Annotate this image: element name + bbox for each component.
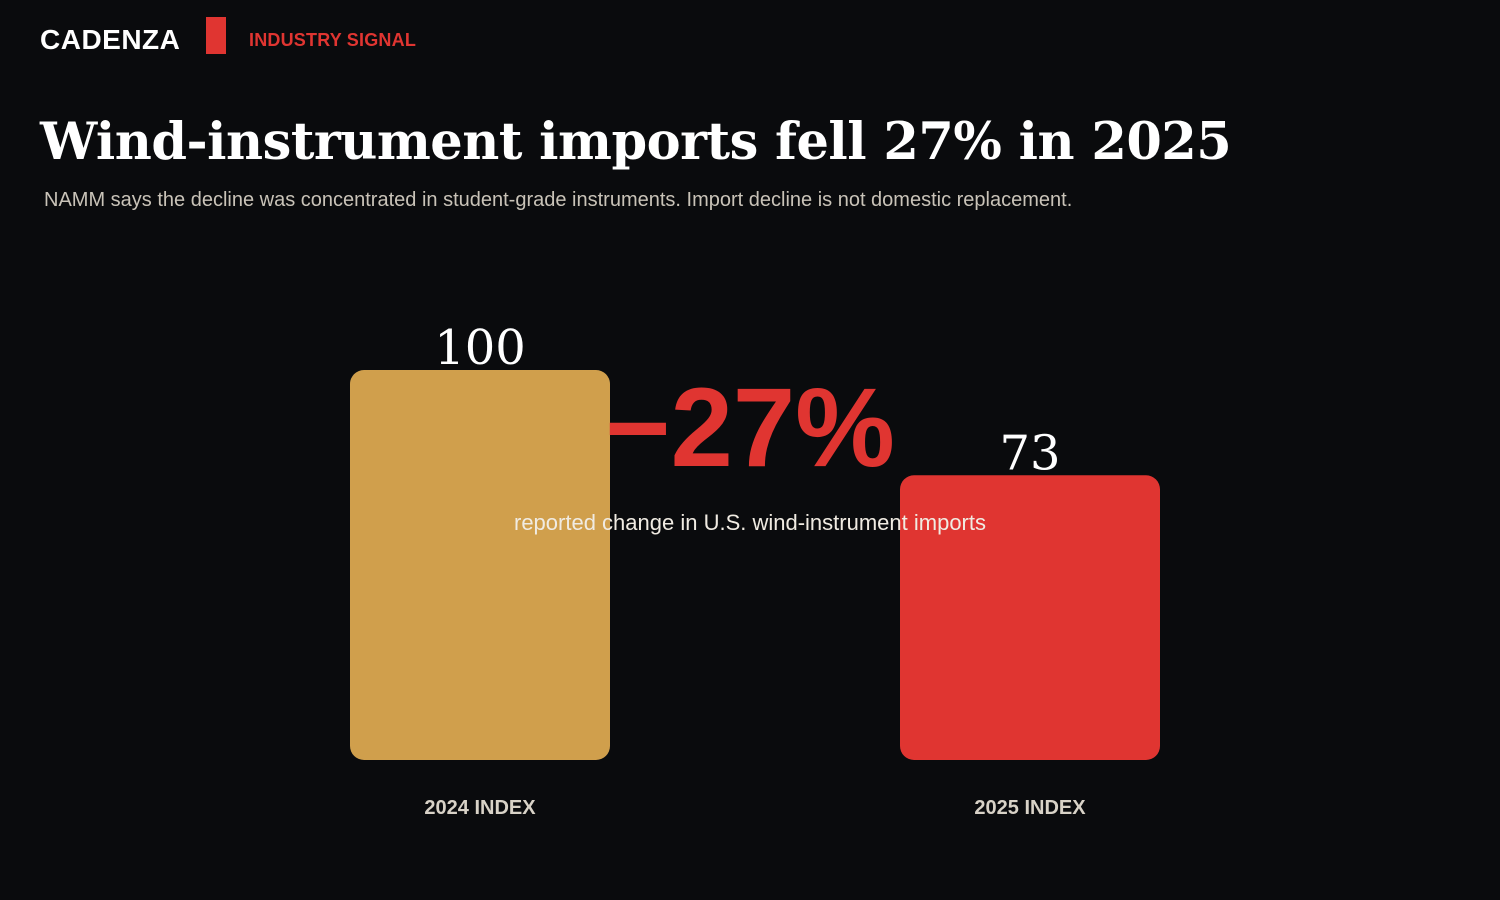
dek: NAMM says the decline was concentrated i…: [44, 189, 1073, 211]
bar-value-label: 100: [434, 320, 526, 376]
bar-value-label: 73: [999, 425, 1060, 481]
bar-2024-index: [350, 370, 610, 760]
bar-2025-index: [900, 475, 1160, 760]
change-figure: −27%: [605, 365, 895, 490]
section-kicker: INDUSTRY SIGNAL: [249, 30, 417, 50]
brand-accent-bar: [206, 17, 226, 54]
change-caption: reported change in U.S. wind-instrument …: [514, 510, 986, 535]
headline: Wind-instrument imports fell 27% in 2025: [40, 112, 1232, 172]
category-label: 2024 INDEX: [424, 797, 536, 819]
brand-logo: CADENZA: [40, 24, 181, 55]
category-label: 2025 INDEX: [974, 797, 1086, 819]
